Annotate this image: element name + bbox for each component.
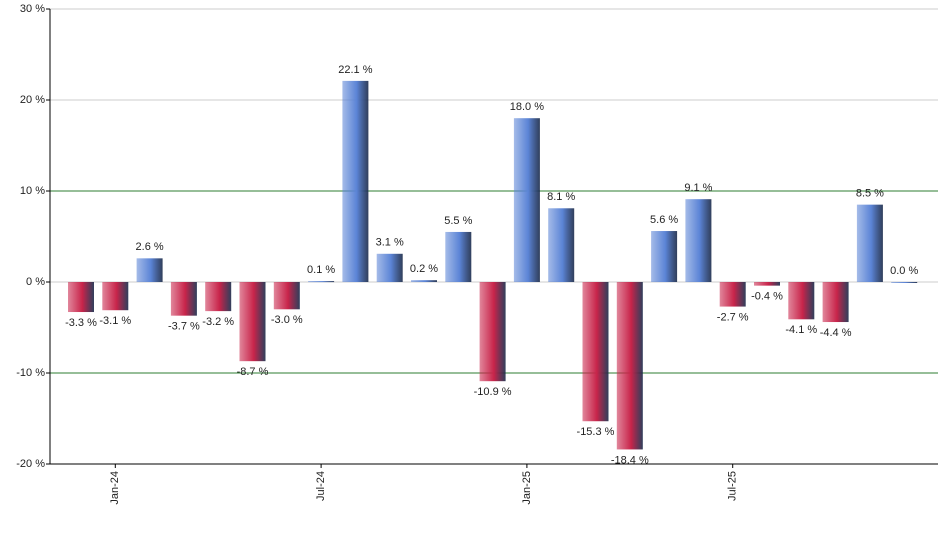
bar <box>616 282 643 450</box>
value-label: 9.1 % <box>684 182 712 194</box>
value-label: -18.4 % <box>611 454 649 466</box>
bar <box>582 282 609 422</box>
value-label: 8.1 % <box>547 191 575 203</box>
value-label: -2.7 % <box>717 311 749 323</box>
y-tick-label: 10 % <box>20 185 45 197</box>
x-tick-label: Jan-24 <box>109 471 121 505</box>
value-label: 18.0 % <box>510 101 544 113</box>
value-label: 5.5 % <box>444 215 472 227</box>
y-tick-label: -20 % <box>16 458 45 470</box>
value-label: -3.7 % <box>168 321 200 333</box>
value-label: -0.4 % <box>751 291 783 303</box>
bar <box>136 258 163 282</box>
value-label: 0.1 % <box>307 264 335 276</box>
value-label: -3.3 % <box>65 317 97 329</box>
value-label: -3.1 % <box>99 315 131 327</box>
value-label: -8.7 % <box>237 366 269 378</box>
x-tick-label: Jul-24 <box>315 471 327 501</box>
value-label: -10.9 % <box>474 386 512 398</box>
bar <box>513 118 540 282</box>
value-label: -15.3 % <box>577 426 615 438</box>
bar <box>719 282 746 307</box>
value-label: 2.6 % <box>136 241 164 253</box>
bar <box>376 253 403 282</box>
value-label: 22.1 % <box>338 64 372 76</box>
y-tick-label: -10 % <box>16 367 45 379</box>
bar <box>308 281 335 283</box>
bar <box>651 231 678 282</box>
value-label: 0.0 % <box>890 265 918 277</box>
bar <box>411 280 437 282</box>
bar <box>754 282 780 286</box>
bar <box>239 282 266 362</box>
bar <box>445 231 472 282</box>
bar <box>548 208 575 282</box>
bar <box>856 204 883 282</box>
value-label: -3.0 % <box>271 314 303 326</box>
bar <box>788 282 815 320</box>
value-label: 5.6 % <box>650 214 678 226</box>
bar <box>685 199 712 282</box>
bar <box>891 282 918 283</box>
value-label: -4.1 % <box>785 324 817 336</box>
bar <box>342 80 369 282</box>
bar <box>822 282 849 323</box>
y-tick-label: 30 % <box>20 3 45 15</box>
bar <box>68 282 94 313</box>
value-label: 8.5 % <box>856 188 884 200</box>
value-label: -4.4 % <box>820 327 852 339</box>
x-tick-label: Jul-25 <box>727 471 739 501</box>
value-label: 3.1 % <box>376 237 404 249</box>
value-label: 0.2 % <box>410 263 438 275</box>
bar <box>102 282 129 311</box>
x-tick-label: Jan-25 <box>521 471 533 505</box>
value-label: -3.2 % <box>202 316 234 328</box>
bar <box>205 282 232 312</box>
y-tick-label: 0 % <box>26 276 45 288</box>
bar <box>170 282 197 316</box>
bar <box>273 282 300 310</box>
bar <box>479 282 506 382</box>
y-tick-label: 20 % <box>20 94 45 106</box>
